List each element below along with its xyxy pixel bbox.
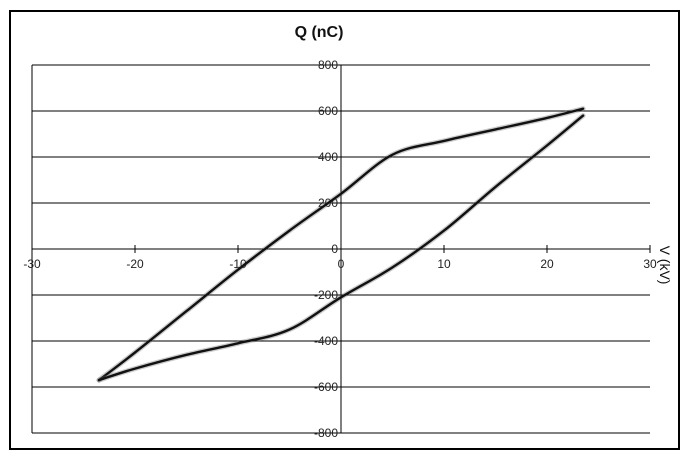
y-tick-label--200: -200	[314, 288, 338, 302]
trace-series-2	[97, 114, 585, 382]
x-axis-label: V (kV)	[657, 246, 673, 285]
x-tick-label--20: -20	[126, 257, 144, 271]
y-tick-label--800: -800	[314, 426, 338, 439]
chart-title: Q (nC)	[295, 24, 344, 41]
y-tick-label-600: 600	[318, 104, 338, 118]
y-tick-label-0: 0	[331, 242, 338, 256]
x-tick-label-0: 0	[338, 257, 345, 271]
trace-series-1	[97, 107, 585, 382]
y-tick-label--400: -400	[314, 334, 338, 348]
y-tick-label-400: 400	[318, 150, 338, 164]
x-tick-label--30: -30	[23, 257, 41, 271]
y-tick-label-800: 800	[318, 58, 338, 72]
y-tick-label--600: -600	[314, 380, 338, 394]
chart-frame: Q (nC) V (kV) -800 -600 -400 -200 0 200 400 600…	[9, 10, 680, 450]
x-tick-label-30: 30	[643, 257, 657, 271]
x-tick-label-20: 20	[540, 257, 554, 271]
x-tick-label-10: 10	[437, 257, 451, 271]
hysteresis-chart: Q (nC) V (kV) -800-600-400-2000200400600…	[23, 24, 673, 439]
